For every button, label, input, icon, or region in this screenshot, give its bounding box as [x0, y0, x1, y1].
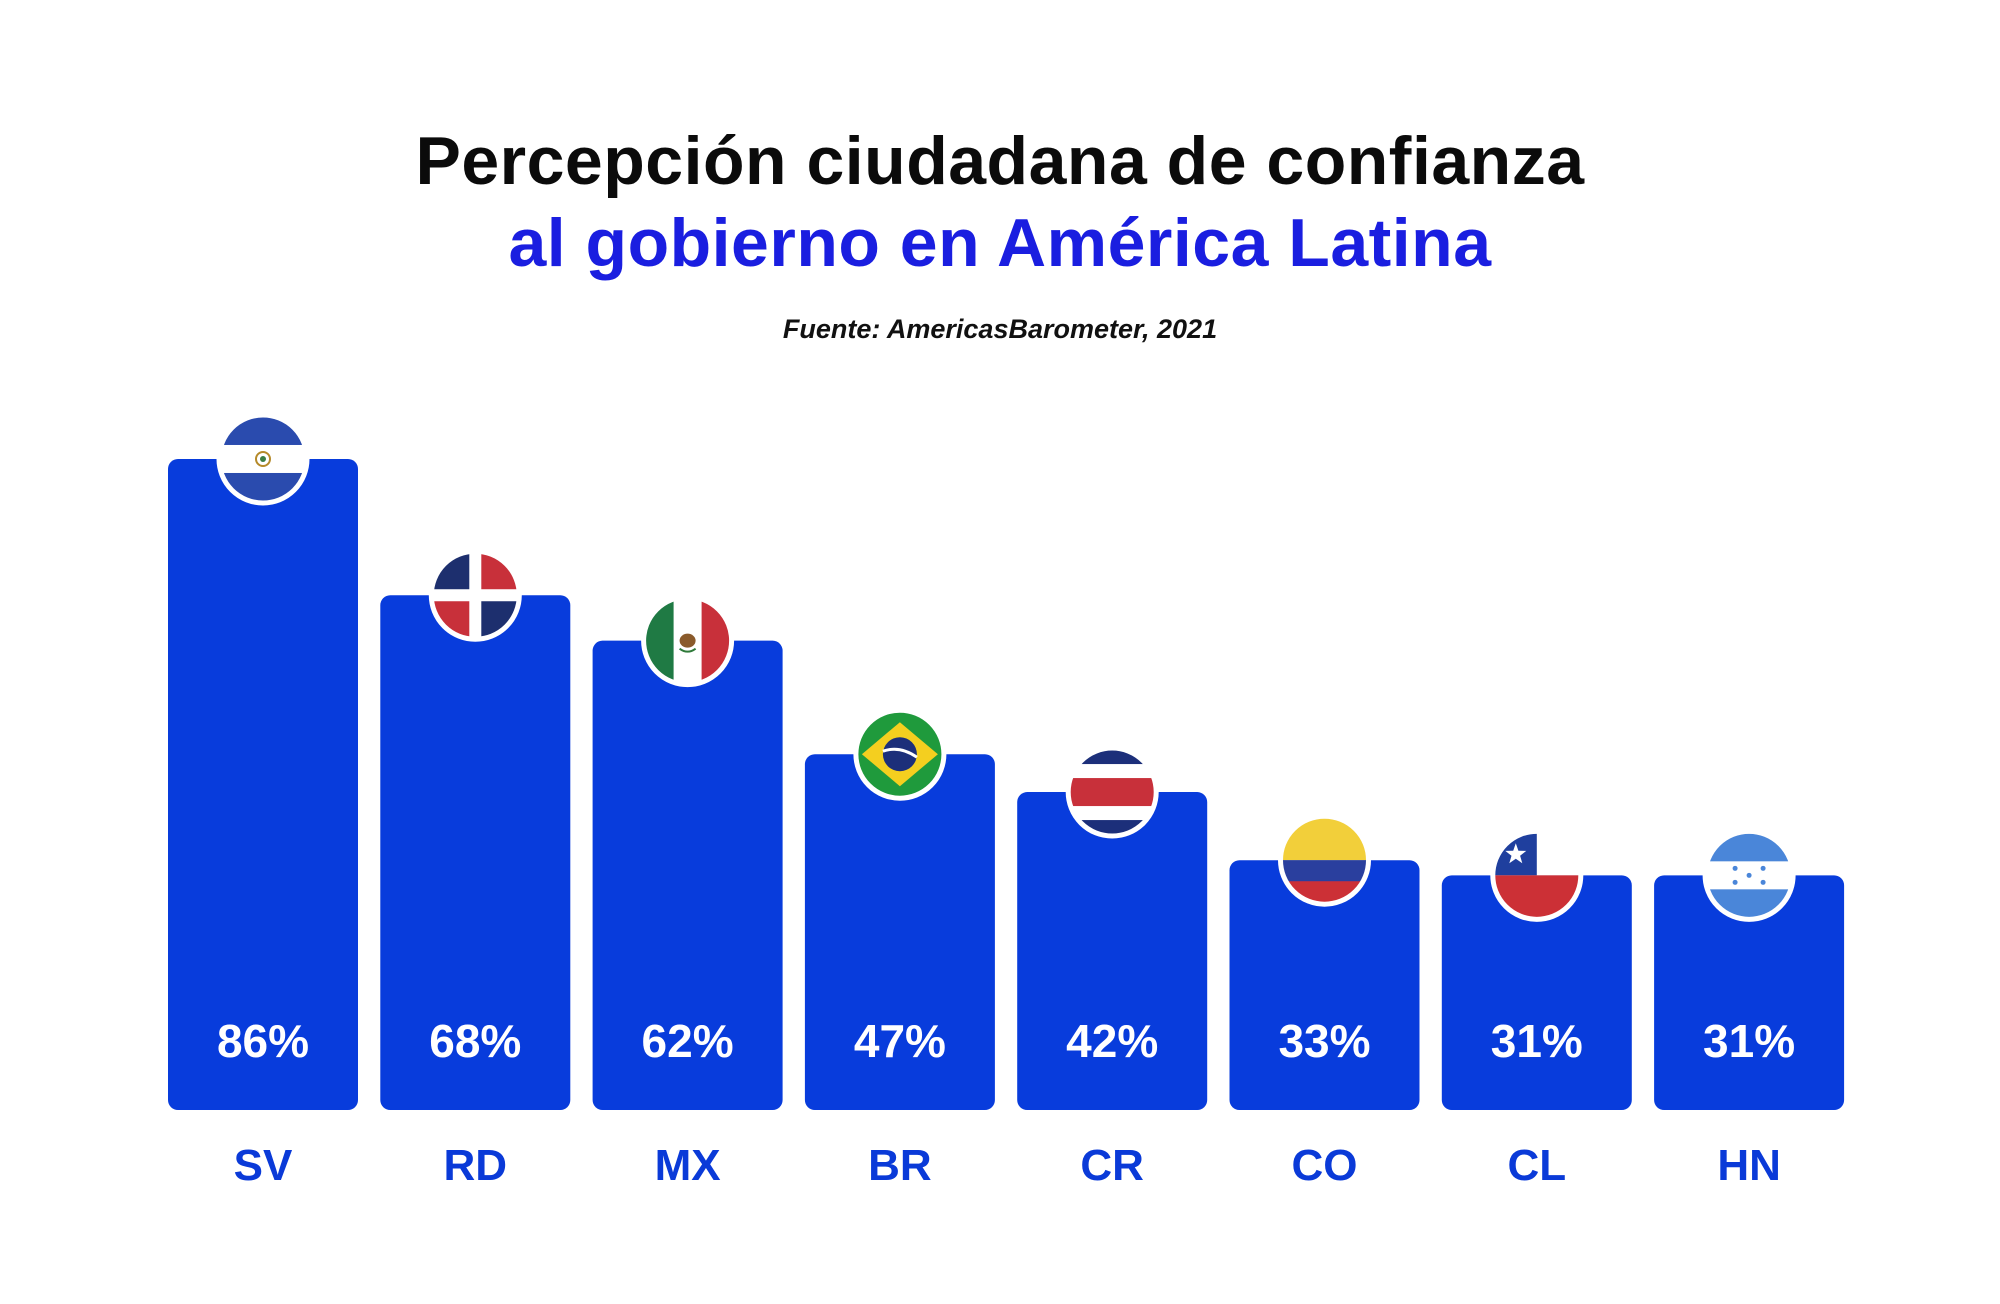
- category-label-rd: RD: [444, 1141, 508, 1190]
- category-label-cr: CR: [1080, 1141, 1144, 1190]
- value-label-co: 33%: [1278, 1015, 1370, 1067]
- mexico-flag-icon: [641, 594, 735, 688]
- value-label-cr: 42%: [1066, 1015, 1158, 1067]
- value-label-br: 47%: [854, 1015, 946, 1067]
- colombia-flag-icon: [1278, 813, 1371, 907]
- value-label-mx: 62%: [642, 1015, 734, 1067]
- category-label-co: CO: [1292, 1141, 1358, 1190]
- costa-rica-flag-icon: [1065, 745, 1159, 839]
- bar-hn: [1654, 875, 1845, 1110]
- bar-cl: [1441, 875, 1632, 1110]
- bar-co: [1229, 860, 1420, 1110]
- chart-source: Fuente: AmericasBarometer, 2021: [782, 314, 1218, 344]
- category-label-sv: SV: [234, 1141, 293, 1190]
- bar-mx: [592, 640, 783, 1110]
- value-label-rd: 68%: [429, 1015, 521, 1067]
- bar-cr: [1017, 792, 1208, 1110]
- category-label-cl: CL: [1507, 1141, 1566, 1190]
- chart-title-line-1: Percepción ciudadana de confianza: [415, 123, 1585, 199]
- dominican-republic-flag-icon: [428, 548, 522, 642]
- bar-br: [804, 754, 995, 1110]
- chart-title-line-2: al gobierno en América Latina: [508, 205, 1492, 281]
- value-label-hn: 31%: [1703, 1015, 1795, 1067]
- category-label-br: BR: [868, 1141, 932, 1190]
- el-salvador-flag-icon: [216, 412, 310, 506]
- value-label-cl: 31%: [1491, 1015, 1583, 1067]
- honduras-flag-icon: [1702, 828, 1796, 922]
- chile-flag-icon: [1490, 828, 1584, 922]
- bar-sv: [168, 458, 358, 1111]
- brazil-flag-icon: [853, 707, 947, 801]
- bar-rd: [380, 595, 571, 1110]
- value-label-sv: 86%: [217, 1015, 309, 1067]
- category-label-mx: MX: [655, 1141, 721, 1190]
- category-label-hn: HN: [1717, 1141, 1781, 1190]
